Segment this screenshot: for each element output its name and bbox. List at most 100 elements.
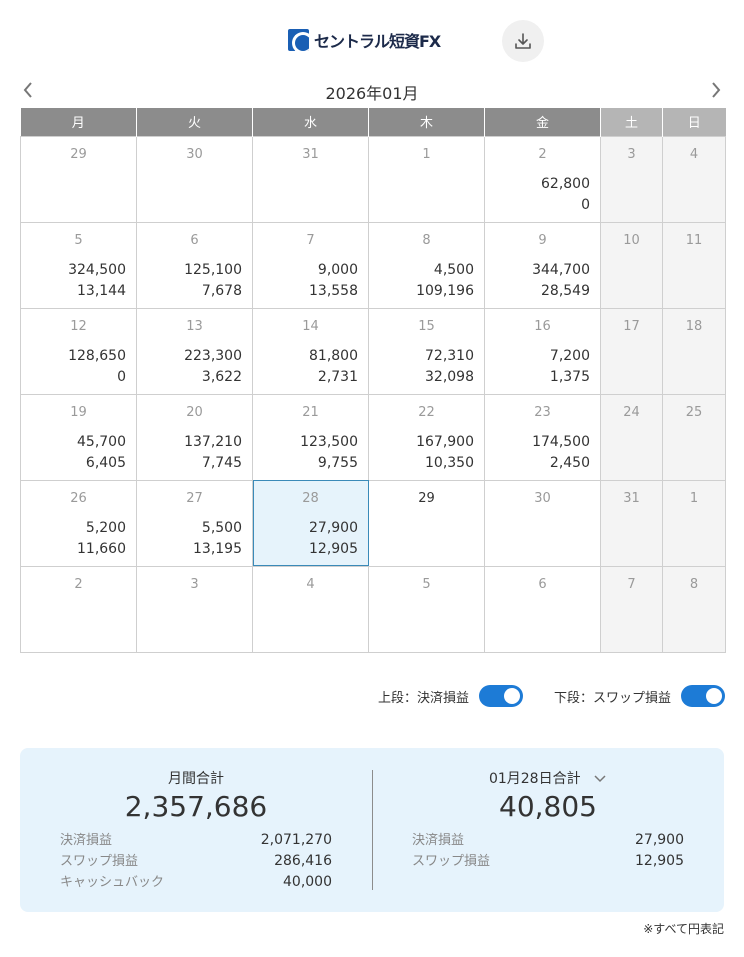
upper-toggle-label: 上段：決済損益 xyxy=(378,690,470,706)
calendar-day-cell[interactable]: 28 27,900 12,905 xyxy=(252,479,369,567)
calendar-day-cell[interactable]: 15 72,310 32,098 xyxy=(368,307,485,395)
monthly-row-cashback: キャッシュバック 40,000 xyxy=(60,872,332,893)
download-button[interactable] xyxy=(502,20,544,62)
day-values: 324,500 13,144 xyxy=(21,260,136,302)
next-month-button[interactable] xyxy=(706,80,726,100)
day-number: 5 xyxy=(74,232,83,248)
calendar-day-cell[interactable]: 10 xyxy=(600,221,663,309)
calendar-day-cell[interactable]: 18 xyxy=(662,307,726,395)
calendar-day-cell[interactable]: 6 xyxy=(484,565,601,653)
calendar-day-cell[interactable]: 27 5,500 13,195 xyxy=(136,479,253,567)
calendar-day-cell[interactable]: 11 xyxy=(662,221,726,309)
calendar-day-cell[interactable]: 2 62,800 0 xyxy=(484,135,601,223)
swap-pnl-value: 2,731 xyxy=(317,368,358,385)
lower-row-toggle[interactable] xyxy=(681,685,726,707)
calendar-day-cell[interactable]: 7 9,000 13,558 xyxy=(252,221,369,309)
calendar-day-cell[interactable]: 31 xyxy=(600,479,663,567)
monthly-total: 2,357,686 xyxy=(124,790,268,823)
upper-row-toggle[interactable] xyxy=(479,685,524,707)
calendar-day-cell[interactable]: 3 xyxy=(600,135,663,223)
day-number: 6 xyxy=(538,576,547,592)
calendar-day-cell[interactable]: 26 5,200 11,660 xyxy=(20,479,137,567)
calendar-day-cell[interactable]: 16 7,200 1,375 xyxy=(484,307,601,395)
calendar-day-cell[interactable]: 12 128,650 0 xyxy=(20,307,137,395)
summary-panel: 月間合計 2,357,686 決済損益 2,071,270 スワップ損益 286… xyxy=(20,748,724,912)
calendar-week-row: 19 45,700 6,405 20 137,210 7,745 21 123,500 9,75… xyxy=(20,393,726,481)
day-number: 27 xyxy=(186,490,203,506)
calendar-day-cell[interactable]: 21 123,500 9,755 xyxy=(252,393,369,481)
swap-pnl-value: 32,098 xyxy=(425,368,474,385)
calendar-day-cell[interactable]: 2 xyxy=(20,565,137,653)
day-number: 21 xyxy=(302,404,319,420)
calendar-day-cell[interactable]: 30 xyxy=(136,135,253,223)
calendar-day-cell[interactable]: 4 xyxy=(662,135,726,223)
calendar-day-cell[interactable]: 22 167,900 10,350 xyxy=(368,393,485,481)
day-values: 125,100 7,678 xyxy=(137,260,252,302)
calendar-day-cell[interactable]: 6 125,100 7,678 xyxy=(136,221,253,309)
calendar-day-cell[interactable]: 14 81,800 2,731 xyxy=(252,307,369,395)
weekday-sun: 日 xyxy=(662,108,726,136)
lower-toggle-label: 下段：スワップ損益 xyxy=(554,690,672,706)
swap-pnl-value: 12,905 xyxy=(309,540,358,557)
swap-pnl-value: 7,745 xyxy=(201,454,242,471)
day-values: 128,650 0 xyxy=(21,346,136,388)
day-number: 3 xyxy=(627,146,636,162)
calendar-day-cell[interactable]: 13 223,300 3,622 xyxy=(136,307,253,395)
settlement-pnl-value: 62,800 xyxy=(541,175,590,192)
calendar-week-row: 5 324,500 13,144 6 125,100 7,678 7 9,000 13,558 8… xyxy=(20,221,726,309)
calendar-day-cell[interactable]: 7 xyxy=(600,565,663,653)
brand-logo: セントラル短資FX xyxy=(288,28,441,52)
calendar-day-cell[interactable]: 5 324,500 13,144 xyxy=(20,221,137,309)
calendar-day-cell[interactable]: 8 xyxy=(662,565,726,653)
settlement-pnl-value: 9,000 xyxy=(317,261,358,278)
swap-pnl-value: 0 xyxy=(117,368,126,385)
calendar-day-cell[interactable]: 4 xyxy=(252,565,369,653)
settlement-pnl-value: 5,500 xyxy=(201,519,242,536)
daily-row-swap: スワップ損益 12,905 xyxy=(412,851,684,872)
settlement-pnl-value: 167,900 xyxy=(416,433,474,450)
calendar-day-cell[interactable]: 1 xyxy=(662,479,726,567)
calendar-day-cell[interactable]: 1 xyxy=(368,135,485,223)
calendar-day-cell[interactable]: 29 xyxy=(368,479,485,567)
settlement-pnl-value: 123,500 xyxy=(300,433,358,450)
calendar-day-cell[interactable]: 17 xyxy=(600,307,663,395)
weekday-sat: 土 xyxy=(600,108,663,136)
calendar-day-cell[interactable]: 29 xyxy=(20,135,137,223)
month-navigation: 2026年01月 xyxy=(18,78,726,103)
calendar-day-cell[interactable]: 25 xyxy=(662,393,726,481)
calendar-day-cell[interactable]: 5 xyxy=(368,565,485,653)
settlement-pnl-value: 27,900 xyxy=(309,519,358,536)
day-number: 1 xyxy=(689,490,699,506)
calendar-day-cell[interactable]: 19 45,700 6,405 xyxy=(20,393,137,481)
prev-month-button[interactable] xyxy=(18,80,38,100)
calendar-day-cell[interactable]: 9 344,700 28,549 xyxy=(484,221,601,309)
day-values: 137,210 7,745 xyxy=(137,432,252,474)
logo-text: セントラル短資FX xyxy=(314,32,441,51)
settlement-pnl-value: 128,650 xyxy=(68,347,126,364)
calendar-week-row: 12 128,650 0 13 223,300 3,622 14 81,800 2,731 15 7… xyxy=(20,307,726,395)
calendar-day-cell[interactable]: 24 xyxy=(600,393,663,481)
settlement-pnl-value: 4,500 xyxy=(433,261,474,278)
day-number: 31 xyxy=(623,490,640,506)
monthly-row-settlement: 決済損益 2,071,270 xyxy=(60,830,332,851)
calendar-day-cell[interactable]: 20 137,210 7,745 xyxy=(136,393,253,481)
weekday-tue: 火 xyxy=(136,108,253,136)
swap-pnl-value: 109,196 xyxy=(416,282,474,299)
day-number: 26 xyxy=(70,490,87,506)
download-icon xyxy=(515,33,531,49)
row-value: 40,000 xyxy=(283,874,332,890)
weekday-mon: 月 xyxy=(20,108,137,136)
day-values: 223,300 3,622 xyxy=(137,346,252,388)
calendar-day-cell[interactable]: 3 xyxy=(136,565,253,653)
summary-divider xyxy=(372,770,373,890)
upper-toggle-group: 上段：決済損益 xyxy=(378,685,524,707)
calendar-day-cell[interactable]: 30 xyxy=(484,479,601,567)
calendar-day-cell[interactable]: 23 174,500 2,450 xyxy=(484,393,601,481)
settlement-pnl-value: 7,200 xyxy=(549,347,590,364)
row-label: 決済損益 xyxy=(60,833,113,848)
day-number: 7 xyxy=(627,576,636,592)
calendar-day-cell[interactable]: 31 xyxy=(252,135,369,223)
calendar-day-cell[interactable]: 8 4,500 109,196 xyxy=(368,221,485,309)
daily-summary-selector[interactable]: 01月28日合計 xyxy=(372,768,724,788)
day-number: 2 xyxy=(74,576,83,592)
